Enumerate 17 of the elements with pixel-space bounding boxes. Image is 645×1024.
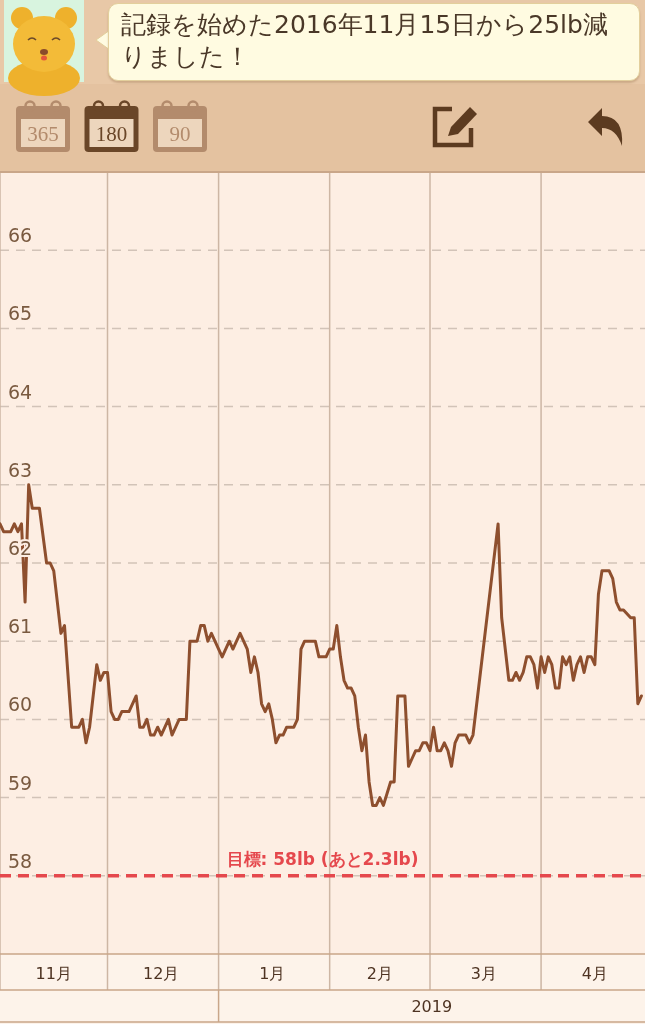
y-tick-label: 63 <box>8 458 33 481</box>
ref-line-label: 目標: 58lb (あと2.3lb) <box>226 848 419 869</box>
text: 2019 <box>411 997 453 1016</box>
x-tick-label: 1月 <box>259 964 286 983</box>
chart-title: 記録を始めた2016年11月15日から25lb減りました！ <box>108 3 640 81</box>
y-tick-label: 58 <box>8 849 33 872</box>
y-tick-label: 66 <box>8 224 33 247</box>
x-tick-label: 2月 <box>366 964 393 983</box>
x-tick-label: 12月 <box>143 964 180 983</box>
x-tick-label: 3月 <box>470 964 497 983</box>
x-tick-label: 11月 <box>35 964 72 983</box>
y-tick-label: 64 <box>8 380 33 403</box>
y-tick-label: 60 <box>8 693 33 716</box>
y-tick-label: 61 <box>8 615 33 638</box>
y-tick-label: 65 <box>8 302 33 325</box>
y-tick-label: 59 <box>8 771 33 794</box>
x-tick-label: 4月 <box>581 964 608 983</box>
